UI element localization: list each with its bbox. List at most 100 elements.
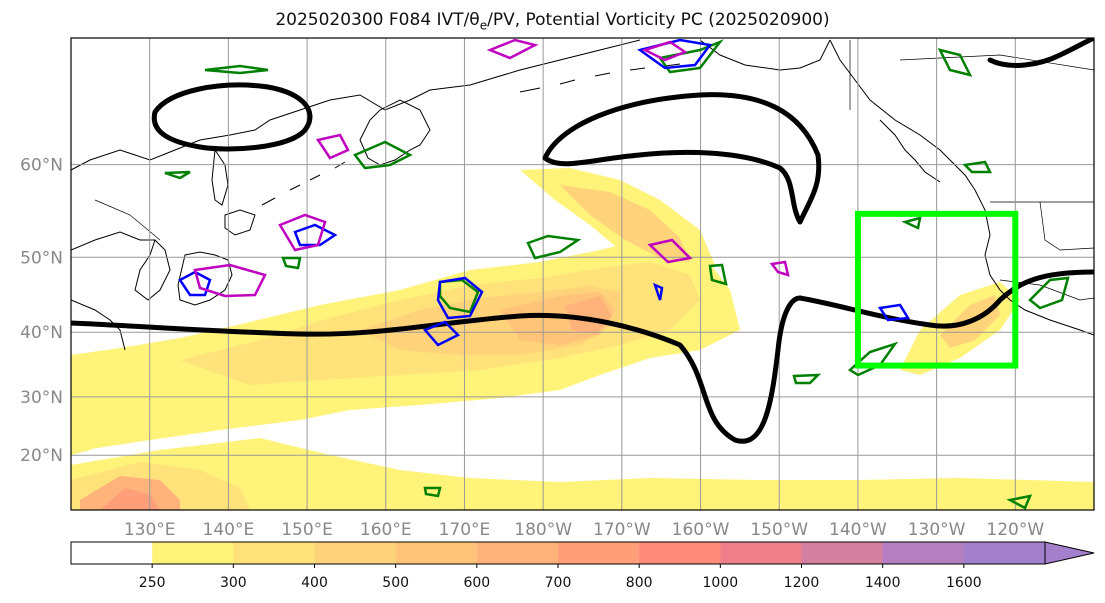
map-frame — [70, 37, 1095, 511]
green-contour-10 — [657, 39, 724, 74]
kuril-islands — [261, 161, 346, 206]
lon-label: 140°E — [203, 520, 255, 540]
lon-label: 160°W — [672, 520, 730, 540]
green-contour-5 — [708, 263, 728, 286]
lat-label: 50°N — [20, 248, 63, 268]
magenta-contour-3 — [315, 133, 350, 160]
magenta-contour-5 — [769, 260, 790, 277]
japan-hokkaido — [224, 209, 256, 236]
magenta-contours — [193, 38, 790, 298]
colorbar-level-label: 1000 — [703, 575, 739, 591]
lon-label: 140°W — [829, 520, 887, 540]
ivt-west-edge — [71, 380, 120, 455]
lon-label: 150°W — [750, 520, 808, 540]
green-contour-2 — [353, 140, 413, 170]
alaska-panhandle — [879, 119, 941, 183]
highlight-box — [854, 210, 1019, 369]
pv-contours — [71, 38, 1094, 444]
lon-label: 130°W — [908, 520, 966, 540]
green-contour-7 — [792, 373, 822, 385]
lon-label: 170°W — [593, 520, 651, 540]
green-contour-12 — [901, 216, 922, 230]
green-contour-14 — [423, 486, 442, 498]
border-line-3 — [999, 279, 1094, 301]
blue-contour-4 — [293, 223, 338, 247]
colorbar-level-label: 1600 — [946, 575, 982, 591]
colorbar-level-label: 600 — [463, 575, 490, 591]
green-contour-8 — [1028, 276, 1070, 310]
colorbar-swatch — [314, 542, 397, 564]
colorbar-swatch — [882, 542, 965, 564]
latitude-labels: 60°N 50°N 40°N 30°N 20°N — [20, 156, 63, 467]
lat-label: 20°N — [20, 446, 63, 466]
colorbar-swatch — [71, 542, 153, 564]
magenta-contour-6 — [486, 38, 539, 60]
green-contours — [164, 39, 1070, 510]
blue-contour-6 — [877, 303, 911, 322]
colorbar-level-label: 500 — [382, 575, 409, 591]
gridlines — [71, 38, 1094, 510]
sakhalin — [211, 148, 229, 206]
blue-contour-5 — [637, 38, 713, 70]
colorbar-swatch — [476, 542, 559, 564]
green-contour-1 — [204, 64, 269, 75]
blue-contours — [178, 38, 911, 347]
colorbar-swatch — [233, 542, 315, 564]
pv-contour-north — [987, 38, 1094, 68]
border-line-2 — [1039, 201, 1094, 251]
blue-contour-1 — [178, 270, 212, 297]
colorbar-swatch — [558, 542, 640, 564]
green-contour-9 — [937, 48, 973, 77]
lon-label: 170°E — [439, 520, 491, 540]
pv-contour-pacific-trough — [542, 92, 822, 225]
colorbar-level-label: 700 — [545, 575, 572, 591]
green-contour-11 — [962, 160, 993, 174]
lat-label: 60°N — [20, 156, 63, 176]
colorbar-swatch — [639, 542, 721, 564]
border-line-4 — [899, 54, 1094, 71]
colorbar-swatch — [152, 542, 234, 564]
lon-label: 130°E — [124, 520, 176, 540]
colorbar-level-label: 1200 — [784, 575, 820, 591]
alaska-coast — [699, 39, 831, 71]
longitude-labels: 130°E 140°E 150°E 160°E 170°E 180°W 170°W 160°W… — [124, 520, 1045, 540]
ivt-southwest-peak — [100, 488, 160, 510]
border-line-5 — [94, 199, 161, 241]
colorbar-swatch — [963, 542, 1046, 564]
colorbar-swatch — [801, 542, 884, 564]
colorbar-swatch — [720, 542, 802, 564]
colorbar-labels: 250 300 400 500 600 700 800 1000 1200 1400 1600 — [139, 564, 982, 591]
green-contour-16 — [1006, 494, 1033, 510]
magenta-contour-7 — [641, 40, 688, 62]
green-contour-13 — [281, 256, 302, 270]
blue-contour-3 — [422, 320, 461, 347]
political-borders — [94, 40, 1094, 301]
green-contour-15 — [164, 170, 191, 180]
magenta-contour-2 — [278, 213, 327, 252]
lon-label: 120°W — [986, 520, 1044, 540]
lon-label: 180°W — [514, 520, 572, 540]
lat-label: 40°N — [20, 323, 63, 343]
colorbar-level-label: 400 — [301, 575, 328, 591]
manchuria-coast — [71, 231, 155, 251]
pv-contour-siberia — [151, 82, 313, 152]
china-coast — [71, 299, 126, 351]
pv-contour-main — [71, 269, 1094, 444]
kamchatka — [359, 99, 431, 166]
asia-coast — [71, 39, 641, 171]
green-contour-6 — [847, 341, 899, 377]
ivt-shading — [71, 168, 1094, 510]
blue-contour-2 — [436, 276, 484, 320]
green-contour-3 — [526, 234, 582, 260]
ivt-band-peak — [565, 296, 612, 334]
colorbar-extension — [1044, 541, 1095, 565]
aleutians — [519, 63, 681, 93]
chart-title: 2025020300 F084 IVT/θe/PV, Potential Vor… — [275, 10, 830, 33]
colorbar-level-label: 300 — [220, 575, 247, 591]
north-america-coast — [829, 39, 1094, 336]
lon-label: 150°E — [281, 520, 333, 540]
green-contour-4 — [438, 278, 480, 314]
blue-contour-7 — [652, 282, 664, 301]
colorbar — [70, 541, 1095, 565]
